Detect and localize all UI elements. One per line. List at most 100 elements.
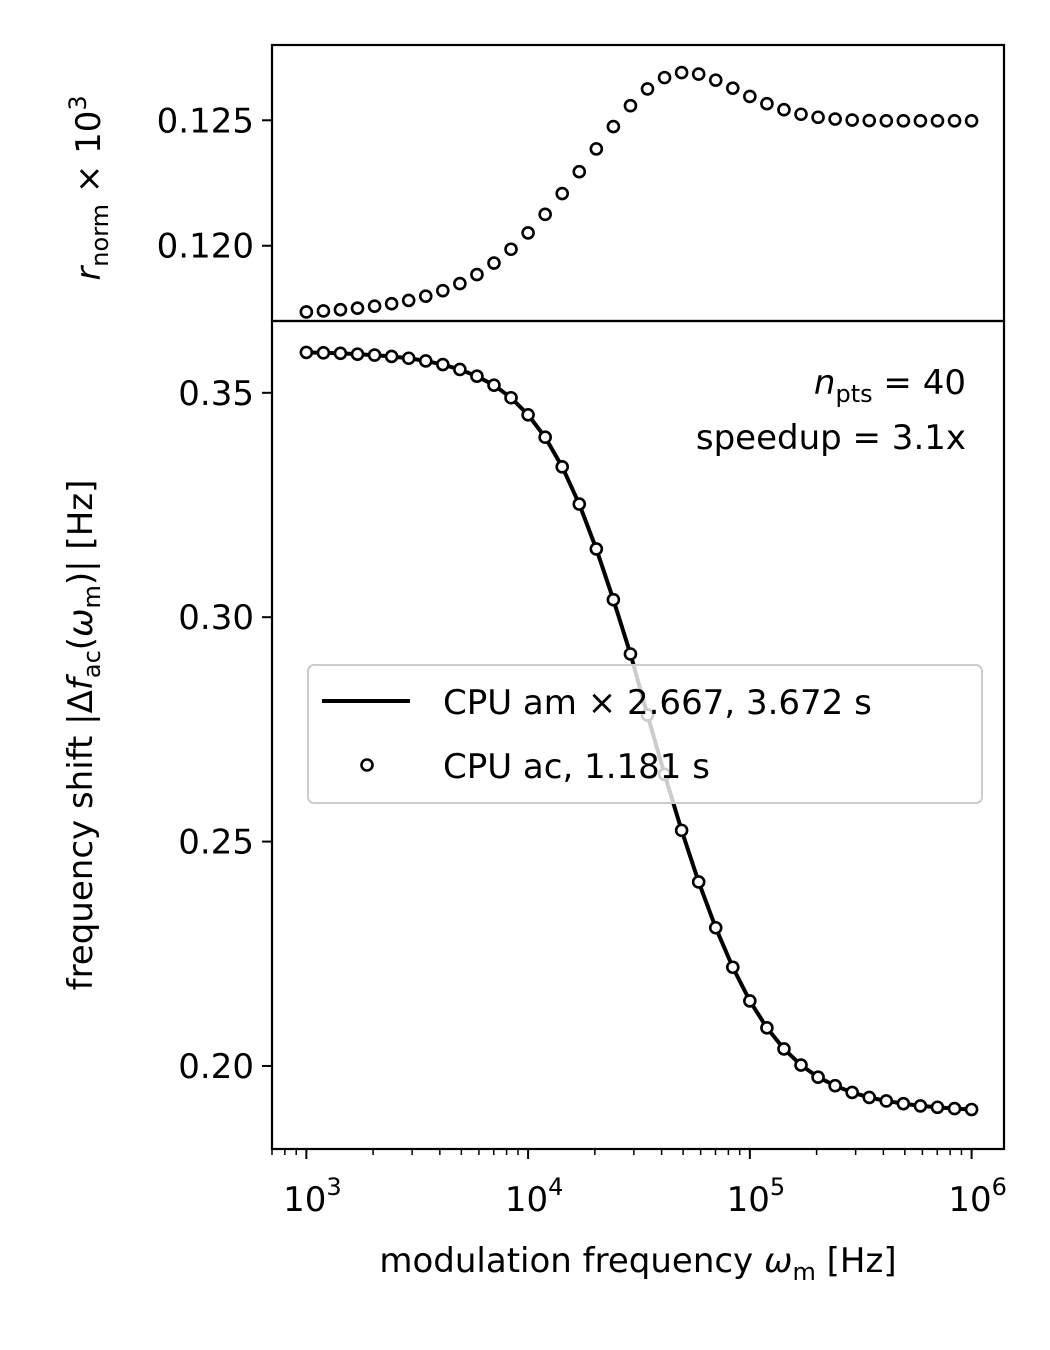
top-data-point	[538, 207, 552, 222]
top-data-point	[794, 107, 808, 122]
top-data-point	[316, 304, 331, 318]
bottom-y-axis-label: frequency shift |Δfac(ωm)| [Hz]	[61, 480, 106, 991]
xtick-label: 106	[948, 1173, 1007, 1220]
top-data-point	[708, 73, 723, 87]
top-points	[299, 65, 979, 319]
legend-label-cpu-ac: CPU ac, 1.181 s	[443, 747, 710, 787]
bottom-data-point	[913, 1099, 928, 1113]
bottom-data-point	[555, 460, 570, 474]
top-data-point	[896, 113, 911, 128]
top-data-point	[760, 96, 774, 111]
top-y-axis-label: rnorm × 103	[64, 95, 114, 280]
bottom-data-point	[333, 346, 348, 361]
bottom-data-point	[521, 407, 535, 422]
top-data-point	[606, 119, 621, 134]
xtick-label: 104	[505, 1173, 564, 1220]
top-data-point	[436, 283, 450, 298]
bottom-data-point	[504, 390, 518, 405]
bottom-data-point	[470, 369, 484, 384]
top-data-point	[589, 142, 604, 156]
bottom-data-point	[674, 823, 689, 838]
bottom-data-point	[453, 362, 467, 377]
top-data-point	[418, 289, 433, 303]
bottom-ytick-label: 0.20	[178, 1047, 254, 1087]
top-data-point	[828, 112, 842, 126]
bottom-data-point	[862, 1090, 877, 1105]
top-data-point	[384, 296, 399, 311]
top-data-point	[555, 186, 570, 201]
bottom-data-point	[777, 1042, 791, 1056]
top-data-point	[947, 113, 962, 128]
top-data-point	[725, 81, 740, 95]
bottom-data-point	[964, 1102, 979, 1117]
bottom-data-point	[589, 542, 604, 556]
bottom-data-point	[828, 1078, 842, 1093]
bottom-data-point	[691, 875, 706, 889]
bottom-data-point	[725, 960, 740, 975]
top-yticks: 0.120 0.125	[157, 101, 272, 267]
x-axis-label: modulation frequency ωm [Hz]	[379, 1241, 896, 1286]
bottom-data-point	[743, 994, 757, 1008]
top-data-point	[401, 293, 416, 308]
annotation-npts: npts = 40	[814, 363, 966, 408]
top-data-point	[487, 256, 501, 270]
bottom-data-point	[623, 647, 638, 661]
bottom-data-point	[845, 1085, 859, 1100]
bottom-data-point	[436, 357, 450, 372]
top-data-point	[350, 301, 365, 316]
bottom-yticks: 0.20 0.25 0.30 0.35	[178, 374, 272, 1087]
top-data-point	[657, 70, 672, 85]
bottom-data-point	[930, 1100, 945, 1115]
bottom-data-point	[487, 378, 501, 392]
legend: CPU am × 2.667, 3.672 s CPU ac, 1.181 s	[307, 664, 983, 804]
bottom-data-point	[896, 1096, 911, 1111]
legend-label-cpu-am: CPU am × 2.667, 3.672 s	[443, 683, 872, 723]
top-data-point	[470, 267, 484, 282]
bottom-data-point	[794, 1058, 808, 1072]
bottom-data-point	[760, 1021, 774, 1035]
top-data-point	[691, 67, 706, 81]
xtick-label: 103	[283, 1173, 342, 1220]
top-panel: 0.120 0.125 rnorm × 103	[64, 43, 1006, 323]
bottom-points	[299, 345, 979, 1117]
xtick-label: 105	[727, 1173, 786, 1220]
bottom-data-point	[384, 349, 399, 364]
top-data-point	[504, 242, 518, 257]
bottom-ytick-label: 0.25	[178, 823, 254, 863]
top-ytick-label: 0.120	[157, 227, 254, 267]
top-data-point	[930, 113, 945, 128]
top-data-point	[333, 302, 348, 317]
bottom-panel: 0.200.250.300.35 103 104 105 106 npts = 40 …	[61, 319, 1007, 1286]
bottom-data-point	[606, 592, 621, 607]
bottom-data-point	[401, 351, 416, 366]
top-ytick-label: 0.125	[157, 101, 254, 141]
bottom-data-point	[538, 430, 552, 445]
bottom-data-point	[879, 1094, 894, 1108]
bottom-data-point	[367, 348, 382, 362]
top-data-point	[521, 226, 535, 240]
bottom-data-point	[811, 1070, 825, 1084]
top-data-point	[640, 82, 655, 96]
bottom-data-point	[572, 497, 587, 511]
bottom-ytick-label: 0.35	[178, 374, 254, 414]
top-data-point	[777, 102, 791, 117]
top-data-point	[453, 276, 467, 291]
legend-box	[307, 664, 983, 804]
top-data-point	[623, 98, 638, 113]
top-data-point	[572, 164, 587, 179]
top-data-point	[879, 113, 894, 128]
top-data-point	[964, 113, 979, 128]
legend-marker-swatch	[360, 758, 374, 772]
bottom-data-point	[418, 354, 433, 368]
bottom-data-point	[299, 345, 314, 360]
top-data-point	[811, 110, 825, 125]
top-data-point	[299, 305, 314, 319]
bottom-data-point	[708, 920, 723, 935]
bottom-data-point	[316, 346, 331, 360]
annotation-speedup: speedup = 3.1x	[696, 418, 966, 458]
top-data-point	[367, 299, 382, 314]
top-data-point	[743, 89, 757, 104]
top-data-point	[674, 65, 689, 80]
top-data-point	[913, 113, 928, 128]
